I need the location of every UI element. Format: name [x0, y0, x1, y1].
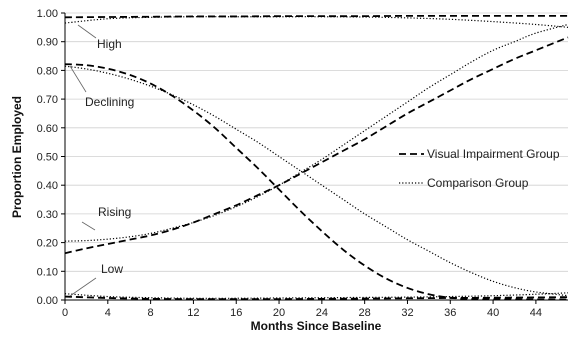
y-tick-label: 0.80 — [37, 65, 58, 77]
y-axis-title: Proportion Employed — [10, 96, 24, 218]
tick-layer: 0.00 0.10 0.20 0.30 0.40 0.50 0.60 0.70 0.80 0.90… — [37, 8, 542, 319]
x-tick-label: 0 — [62, 307, 68, 319]
y-tick-label: 0.50 — [37, 152, 58, 164]
series-line-visual-impairment-rising — [64, 36, 569, 255]
grid-layer — [65, 12, 568, 272]
x-tick-label: 44 — [530, 307, 542, 319]
y-tick-label: 0.40 — [37, 180, 58, 192]
x-axis-title: Months Since Baseline — [251, 319, 382, 333]
annotation-rising: Rising — [98, 205, 131, 219]
series-line-visual-impairment-high — [64, 14, 568, 19]
y-tick-label: 1.00 — [37, 8, 58, 20]
legend-label-comparison: Comparison Group — [427, 176, 529, 190]
y-tick-label: 0.10 — [37, 266, 58, 278]
x-tick-label: 12 — [187, 307, 199, 319]
annotation-leader-high — [77, 24, 97, 39]
y-tick-label: 0.20 — [37, 238, 58, 250]
x-tick-label: 4 — [105, 307, 111, 319]
annotation-leader-rising — [81, 221, 96, 231]
annotation-high: High — [97, 37, 122, 51]
y-tick-label: 0.70 — [37, 94, 58, 106]
x-tick-label: 28 — [359, 307, 371, 319]
y-tick-label: 0.90 — [37, 37, 58, 49]
annotation-declining: Declining — [85, 95, 134, 109]
annotation-layer: High Declining Rising Low — [69, 24, 134, 297]
annotation-low: Low — [101, 262, 123, 276]
x-tick-label: 16 — [230, 307, 242, 319]
legend-label-visual-impairment: Visual Impairment Group — [427, 147, 560, 161]
series-layer — [64, 14, 569, 301]
legend: Visual Impairment Group Comparison Group — [399, 147, 560, 190]
x-tick-label: 36 — [444, 307, 456, 319]
x-tick-label: 8 — [148, 307, 154, 319]
series-line-visual-impairment-declining — [64, 63, 568, 301]
x-tick-label: 32 — [401, 307, 413, 319]
x-tick-label: 24 — [316, 307, 328, 319]
y-tick-label: 0.30 — [37, 209, 58, 221]
x-tick-label: 20 — [273, 307, 285, 319]
y-tick-label: 0.60 — [37, 123, 58, 135]
series-line-comparison-low — [64, 292, 569, 299]
series-line-visual-impairment-low — [64, 295, 569, 301]
annotation-leader-declining — [69, 65, 87, 93]
series-line-comparison-rising — [64, 23, 569, 242]
annotation-leader-low — [69, 277, 97, 297]
series-line-comparison-high — [64, 16, 569, 28]
x-tick-label: 40 — [487, 307, 499, 319]
y-tick-label: 0.00 — [37, 295, 58, 307]
